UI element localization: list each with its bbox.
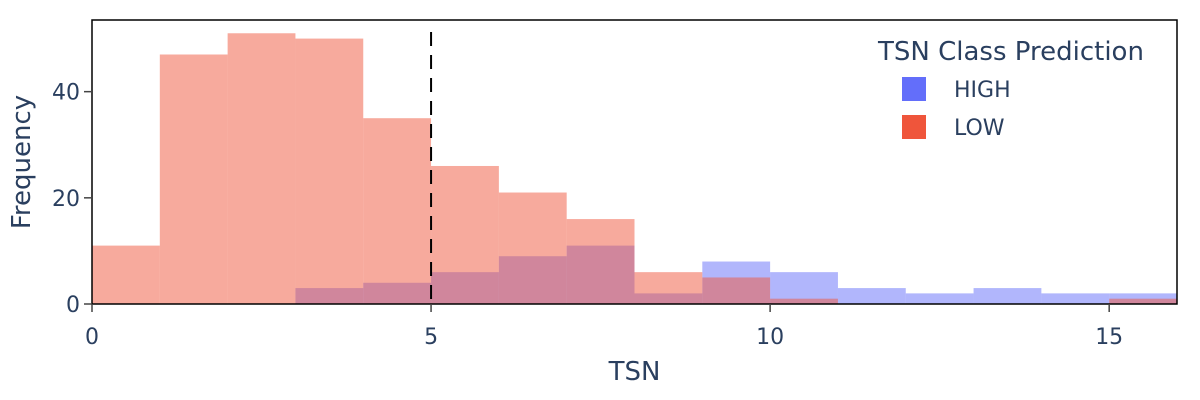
bar-low-1 [159,54,228,305]
x-tick-label: 15 [1095,325,1123,350]
x-tick-label: 0 [85,325,99,350]
bar-low-15 [1109,298,1177,304]
y-tick-label: 20 [52,187,80,212]
bar-high-11 [837,288,906,304]
y-axis-label: Frequency [7,95,37,229]
legend-swatch-high [902,77,926,101]
series-low-bars [92,33,1177,305]
bar-low-6 [498,192,567,304]
bar-low-8 [634,272,703,304]
x-tick-label: 5 [424,325,438,350]
bar-low-10 [770,298,838,304]
bar-high-14 [1041,293,1110,304]
x-axis-label: TSN [608,357,661,387]
bar-high-13 [973,288,1042,304]
bar-high-12 [905,293,974,304]
bar-low-2 [227,33,296,304]
bar-low-9 [702,277,771,304]
bar-low-0 [92,245,160,304]
legend-swatch-low [902,115,926,139]
bar-low-7 [566,219,635,304]
legend[interactable]: TSN Class Prediction HIGH LOW [877,37,1144,141]
y-tick-label: 40 [52,81,80,106]
y-tick-label: 0 [66,293,80,318]
bar-low-4 [363,118,432,305]
plot-frame [91,19,1178,305]
x-tick-label: 10 [756,325,784,350]
legend-title: TSN Class Prediction [877,37,1144,67]
legend-label-high[interactable]: HIGH [954,78,1011,103]
bar-low-5 [431,165,499,304]
bar-low-3 [295,38,364,305]
y-axis: 0 20 40 [52,81,92,318]
legend-label-low[interactable]: LOW [954,116,1005,141]
x-axis: 0 5 10 15 [85,304,1123,350]
legend-items[interactable]: HIGH LOW [902,77,1011,141]
